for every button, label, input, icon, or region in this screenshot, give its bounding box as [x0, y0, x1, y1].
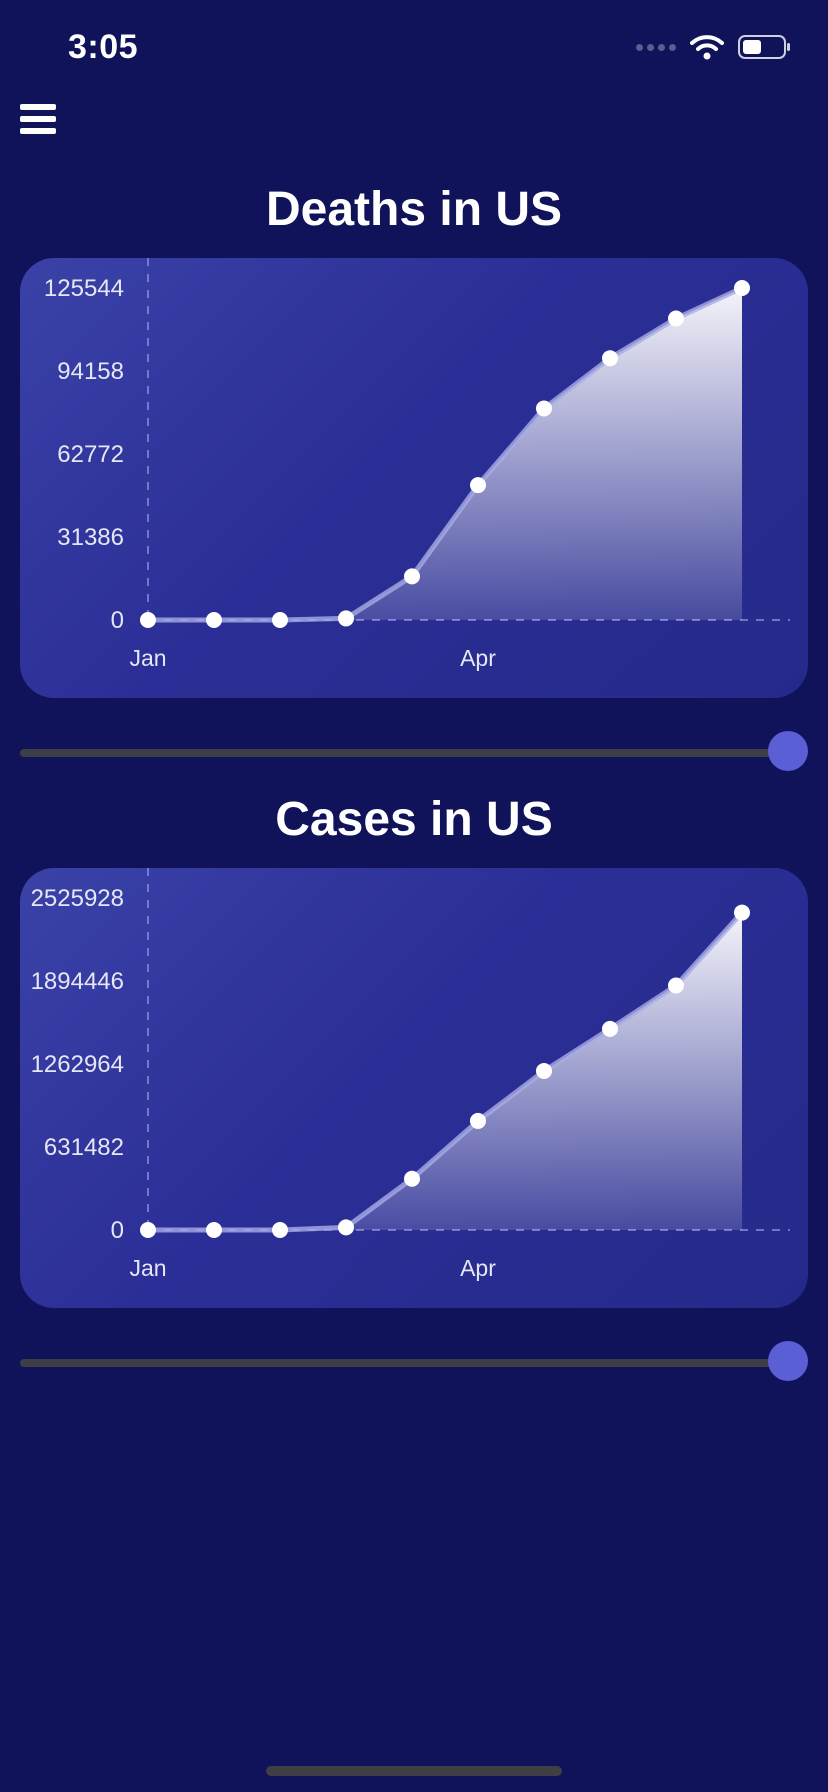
status-bar: 3:05: [0, 0, 828, 100]
y-tick-label: 1262964: [31, 1051, 124, 1078]
y-tick-label: 2525928: [31, 885, 124, 912]
data-point: [734, 905, 750, 921]
data-point: [206, 1222, 222, 1238]
deaths-chart-title: Deaths in US: [0, 182, 828, 237]
hamburger-menu-icon: [20, 104, 56, 110]
y-tick-label: 0: [111, 607, 124, 634]
slider-track: [20, 1359, 790, 1367]
menu-button[interactable]: [20, 104, 56, 136]
status-icons: [636, 34, 792, 60]
signal-icon: [636, 44, 676, 51]
y-tick-label: 62772: [57, 441, 124, 468]
x-tick-label: Apr: [460, 645, 496, 671]
data-point: [338, 610, 354, 626]
data-point: [140, 1222, 156, 1238]
status-time: 3:05: [68, 28, 138, 67]
data-point: [536, 400, 552, 416]
data-point: [470, 477, 486, 493]
cases-chart: 0 631482 1262964 1894446 2525928 Jan Apr: [20, 868, 808, 1308]
data-point: [404, 568, 420, 584]
x-tick-label: Apr: [460, 1255, 496, 1281]
data-point: [140, 612, 156, 628]
y-tick-label: 94158: [57, 358, 124, 385]
deaths-chart-card: 0 31386 62772 94158 125544 Jan Apr: [20, 258, 808, 698]
slider-track: [20, 749, 790, 757]
y-tick-label: 1894446: [31, 968, 124, 995]
y-tick-label: 31386: [57, 524, 124, 551]
x-tick-label: Jan: [129, 645, 166, 671]
cases-date-slider[interactable]: [20, 1341, 808, 1385]
x-tick-label: Jan: [129, 1255, 166, 1281]
data-point: [668, 978, 684, 994]
home-indicator: [266, 1766, 562, 1776]
slider-thumb[interactable]: [768, 731, 808, 771]
data-point: [470, 1113, 486, 1129]
data-point: [734, 280, 750, 296]
data-point: [404, 1171, 420, 1187]
slider-thumb[interactable]: [768, 1341, 808, 1381]
cases-chart-card: 0 631482 1262964 1894446 2525928 Jan Apr: [20, 868, 808, 1308]
data-point: [272, 612, 288, 628]
battery-icon: [738, 34, 792, 60]
area-fill: [148, 913, 742, 1230]
data-point: [536, 1063, 552, 1079]
data-point: [272, 1222, 288, 1238]
area-fill: [148, 288, 742, 620]
cases-chart-title: Cases in US: [0, 792, 828, 847]
data-point: [602, 1021, 618, 1037]
y-tick-label: 631482: [44, 1134, 124, 1161]
deaths-chart: 0 31386 62772 94158 125544 Jan Apr: [20, 258, 808, 698]
y-tick-label: 0: [111, 1217, 124, 1244]
data-point: [668, 311, 684, 327]
data-point: [602, 350, 618, 366]
y-tick-label: 125544: [44, 275, 124, 302]
data-point: [338, 1219, 354, 1235]
data-point: [206, 612, 222, 628]
wifi-icon: [690, 34, 724, 60]
deaths-date-slider[interactable]: [20, 731, 808, 775]
